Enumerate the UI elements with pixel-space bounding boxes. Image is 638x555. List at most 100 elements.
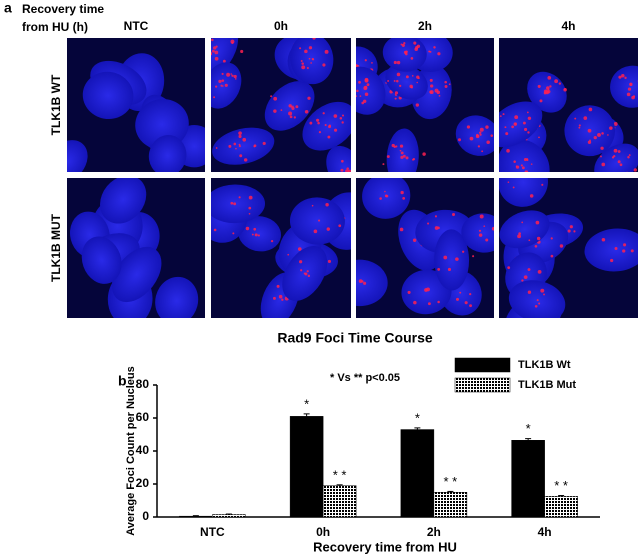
focus [307, 274, 311, 278]
focus [276, 284, 280, 288]
focus [540, 288, 545, 293]
focus [339, 116, 343, 120]
micrograph-content [499, 38, 638, 172]
focus [221, 72, 224, 76]
micrograph-content [499, 174, 638, 333]
focus [396, 79, 399, 83]
focus [633, 168, 637, 172]
focus [622, 249, 626, 253]
focus [359, 95, 362, 97]
focus [504, 126, 507, 129]
bar [212, 514, 246, 518]
focus [485, 238, 489, 242]
focus [327, 135, 331, 139]
focus [400, 155, 404, 159]
focus [436, 90, 440, 95]
focus [238, 131, 242, 135]
column-label: 4h [561, 19, 575, 33]
focus [539, 331, 541, 333]
focus [304, 49, 308, 54]
focus [559, 244, 564, 248]
focus [447, 267, 452, 271]
focus [521, 166, 525, 170]
nucleus [594, 143, 638, 172]
focus [306, 66, 309, 70]
micrograph [67, 178, 205, 318]
image-grid [67, 33, 638, 333]
focus [233, 142, 237, 146]
focus [218, 79, 222, 84]
focus [410, 86, 413, 89]
focus [538, 136, 540, 139]
significance-marker: * [415, 410, 420, 425]
focus [507, 181, 510, 183]
focus [382, 163, 385, 166]
focus [478, 229, 482, 232]
focus [295, 105, 299, 109]
focus [318, 219, 321, 222]
focus [567, 229, 571, 233]
focus [550, 237, 553, 240]
focus [245, 226, 250, 231]
nucleus [289, 197, 345, 245]
focus [545, 90, 550, 95]
focus [469, 136, 474, 141]
focus [297, 247, 302, 251]
focus [583, 116, 588, 120]
focus [338, 224, 342, 228]
row-label: TLK1B MUT [49, 213, 63, 282]
focus [407, 290, 411, 294]
nucleus [238, 216, 282, 252]
focus [621, 73, 625, 78]
micrograph [499, 38, 638, 172]
focus [402, 197, 406, 200]
nucleus [82, 71, 134, 120]
focus [443, 255, 448, 260]
focus [630, 249, 634, 253]
y-tick-label: 20 [136, 476, 150, 490]
focus [486, 140, 490, 144]
focus [600, 146, 604, 150]
focus [212, 49, 215, 53]
focus [253, 227, 257, 231]
caption: Rad9 Foci Time Course [277, 330, 433, 346]
focus [393, 60, 397, 65]
column-label: 2h [418, 19, 432, 33]
nucleus [326, 145, 351, 172]
focus [627, 155, 630, 159]
focus [434, 33, 437, 36]
focus [333, 114, 338, 118]
focus [511, 125, 514, 129]
focus [524, 170, 529, 172]
focus [351, 161, 355, 165]
focus [433, 46, 436, 49]
focus [466, 125, 471, 129]
focus [569, 225, 573, 229]
focus [248, 195, 253, 200]
focus [527, 290, 532, 294]
focus [505, 132, 509, 136]
focus [485, 125, 489, 129]
focus [547, 76, 552, 80]
focus [543, 293, 545, 296]
focus [346, 167, 350, 170]
focus [521, 174, 524, 177]
focus [617, 150, 621, 153]
focus [400, 43, 403, 46]
focus [308, 57, 311, 60]
focus [358, 80, 361, 84]
focus [356, 89, 359, 93]
focus [541, 183, 544, 186]
focus [215, 85, 218, 88]
focus [538, 302, 541, 305]
focus [434, 226, 439, 230]
focus [416, 44, 421, 48]
column-label: 0h [274, 19, 288, 33]
x-tick-label: 4h [538, 525, 552, 539]
focus [563, 87, 567, 92]
nucleus [100, 178, 147, 224]
significance-marker: * * [444, 474, 458, 489]
nucleus [461, 213, 494, 253]
nucleus [81, 236, 122, 284]
focus [226, 72, 231, 77]
